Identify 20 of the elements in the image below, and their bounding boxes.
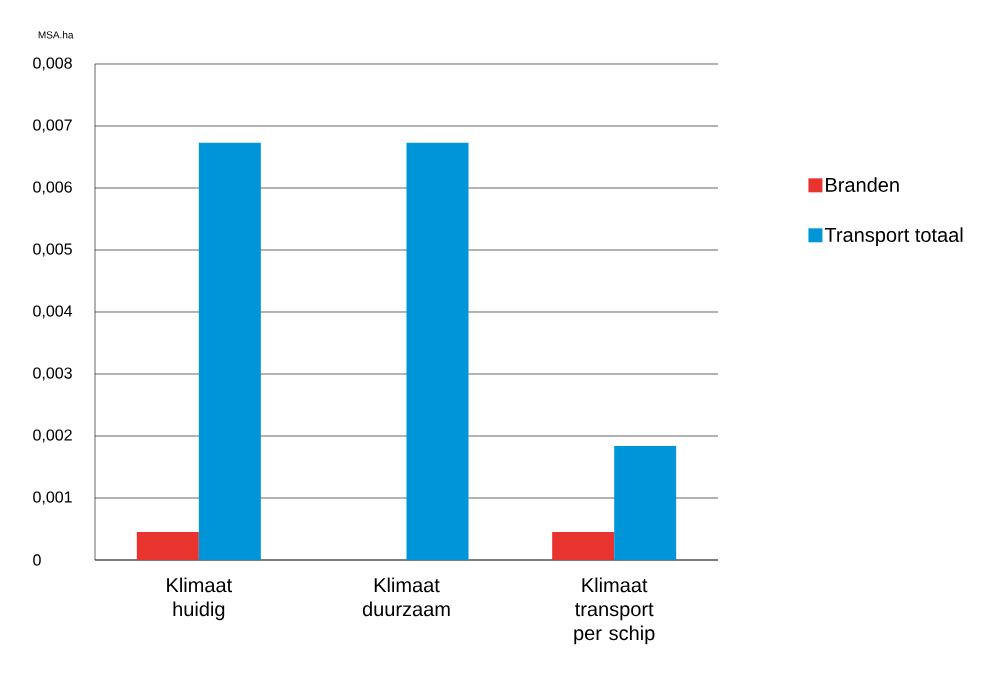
- y-tick-label: 0,002: [33, 429, 72, 443]
- y-tick-label: 0,008: [33, 57, 72, 71]
- legend-label: Transport totaal: [824, 227, 963, 246]
- y-tick-label: 0: [33, 554, 41, 566]
- y-tick-label: 0,005: [33, 243, 72, 257]
- x-tick-label: Klimaat duurzaam: [362, 577, 450, 617]
- bar: [614, 445, 677, 560]
- bar: [198, 142, 261, 560]
- x-tick-label: Klimaat huidig: [167, 577, 233, 621]
- y-tick-label: 0,004: [33, 305, 73, 319]
- legend-label: Branden: [826, 177, 899, 192]
- x-tick-label: Klimaat transport per schip: [574, 577, 655, 645]
- y-axis-title: MSA.ha: [38, 31, 74, 39]
- y-tick-label: 0,003: [33, 367, 72, 381]
- y-tick-label: 0,006: [33, 181, 72, 195]
- y-tick-label: 0,001: [33, 491, 72, 505]
- bar: [136, 532, 199, 560]
- y-tick-label: 0,007: [33, 119, 72, 133]
- bar: [406, 142, 469, 560]
- bar: [552, 532, 615, 560]
